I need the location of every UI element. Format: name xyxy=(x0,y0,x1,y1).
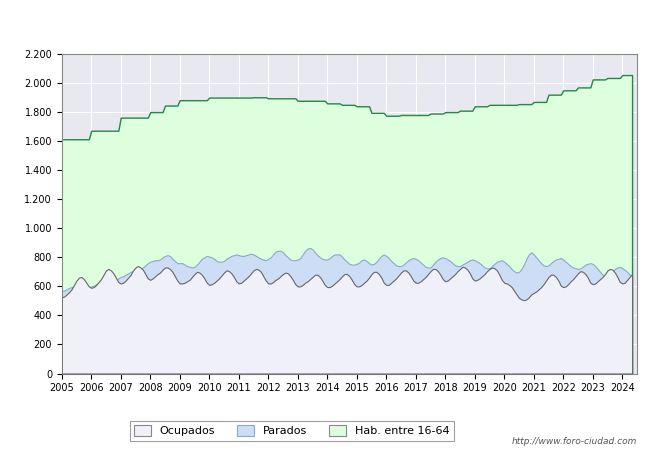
Legend: Ocupados, Parados, Hab. entre 16-64: Ocupados, Parados, Hab. entre 16-64 xyxy=(129,421,454,441)
Text: Caldes d'Estrac - Evolucion de la poblacion en edad de Trabajar Mayo de 2024: Caldes d'Estrac - Evolucion de la poblac… xyxy=(64,18,586,31)
Text: http://www.foro-ciudad.com: http://www.foro-ciudad.com xyxy=(512,436,637,446)
